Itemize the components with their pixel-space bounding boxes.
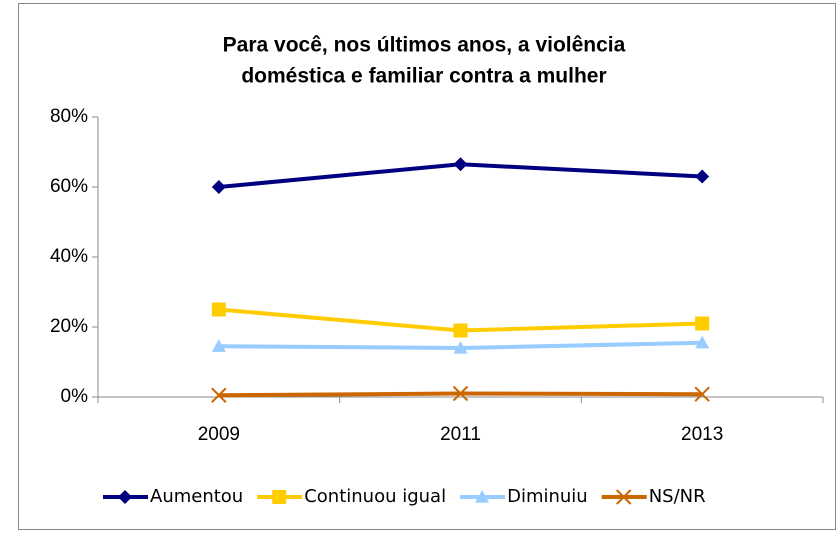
legend-label: Continuou igual	[304, 486, 446, 507]
x-tick-label: 2013	[681, 424, 723, 445]
marker	[211, 302, 226, 317]
y-tick-label: 40%	[50, 246, 88, 267]
chart-title: doméstica e familiar contra a mulher	[241, 65, 606, 88]
marker	[211, 387, 227, 403]
marker	[211, 339, 226, 352]
chart-frame	[18, 3, 836, 530]
marker	[211, 180, 226, 194]
marker	[694, 386, 710, 402]
marker	[453, 323, 468, 338]
marker	[616, 489, 632, 505]
y-tick-label: 20%	[50, 316, 88, 337]
marker	[453, 157, 468, 172]
legend-label: Diminuiu	[507, 486, 588, 507]
marker	[272, 490, 287, 504]
marker	[118, 490, 132, 504]
marker	[695, 316, 710, 331]
marker	[695, 335, 710, 349]
x-tick-label: 2009	[198, 424, 240, 445]
marker	[475, 490, 490, 503]
legend-label: Aumentou	[150, 486, 243, 507]
marker	[453, 341, 468, 354]
legend-label: NS/NR	[649, 486, 706, 507]
marker	[695, 169, 710, 184]
chart-title: Para você, nos últimos anos, a violência	[223, 34, 626, 57]
y-tick-label: 60%	[50, 176, 88, 197]
y-tick-label: 0%	[61, 386, 89, 407]
x-tick-label: 2011	[440, 424, 481, 445]
y-tick-label: 80%	[50, 106, 88, 127]
marker	[452, 385, 469, 402]
